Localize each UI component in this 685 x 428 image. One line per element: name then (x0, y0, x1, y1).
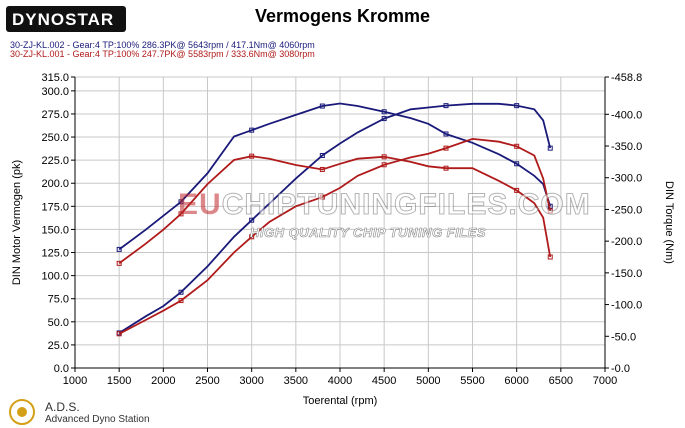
series-marker-4 (319, 166, 325, 172)
series-marker-3 (249, 234, 255, 240)
series-marker-4 (249, 153, 255, 159)
x-tick-label: 4000 (328, 375, 352, 387)
y-tick-label: 275.0 (41, 109, 69, 121)
series-marker-4 (443, 165, 449, 171)
chart-title: Vermogens Kromme (254, 6, 431, 26)
y-tick-label: 200.0 (41, 178, 69, 190)
series-line-1 (118, 102, 552, 334)
series-line-3 (118, 137, 552, 335)
series-line-2 (118, 102, 552, 251)
series-marker-2 (116, 246, 122, 252)
watermark-main: EUCHIPTUNINGFILES.COM (178, 188, 591, 222)
logo-text: DYNOSTAR (12, 10, 115, 29)
series-marker-1 (319, 153, 325, 159)
watermark-rest: CHIPTUNINGFILES.COM (221, 188, 591, 222)
series-marker-2 (514, 161, 520, 167)
x-tick-label: 1000 (63, 375, 87, 387)
series-marker-3 (178, 298, 184, 304)
series-marker-1 (443, 103, 449, 109)
y2-tick-label: -250.0 (611, 204, 642, 216)
series-marker-1 (178, 289, 184, 295)
y-tick-label: 150.0 (41, 224, 69, 236)
y-tick-label: 175.0 (41, 201, 69, 213)
y-tick-label: 300.0 (41, 86, 69, 98)
series-line-4 (118, 155, 552, 265)
dynostar-logo: DYNOSTAR (6, 6, 126, 32)
series-marker-2 (443, 131, 449, 137)
x-tick-label: 3000 (239, 375, 263, 387)
series-marker-3 (514, 143, 520, 149)
x-tick-label: 5500 (460, 375, 484, 387)
x-tick-label: 6000 (504, 375, 528, 387)
y-tick-label: 315.0 (41, 72, 69, 84)
y-tick-label: 75.0 (48, 294, 69, 306)
y2-tick-label: -50.0 (611, 331, 636, 343)
series-marker-4 (381, 154, 387, 160)
series-marker-1 (249, 217, 255, 223)
series-marker-2 (319, 103, 325, 109)
series-marker-1 (514, 103, 520, 109)
series-marker-2 (381, 109, 387, 115)
y-tick-label: 25.0 (48, 340, 69, 352)
footer-subtitle: Advanced Dyno Station (45, 414, 150, 425)
x-tick-label: 6500 (549, 375, 573, 387)
x-tick-label: 5000 (416, 375, 440, 387)
series-marker-3 (116, 331, 122, 337)
x-tick-label: 2500 (195, 375, 219, 387)
watermark-eu: EU (178, 188, 222, 221)
x-axis-label: Toerental (rpm) (303, 395, 378, 407)
y2-tick-label: -150.0 (611, 268, 642, 280)
y-axis-label: DIN Motor Vermogen (pk) (11, 160, 23, 285)
series-marker-3 (443, 145, 449, 151)
y-tick-label: 0.0 (54, 363, 69, 375)
series-marker-4 (547, 254, 553, 260)
series-marker-4 (514, 187, 520, 193)
footer-brand: A.D.S. (45, 400, 80, 414)
y2-tick-label: -458.8 (611, 72, 642, 84)
y2-tick-label: -200.0 (611, 236, 642, 248)
y2-tick-label: -400.0 (611, 109, 642, 121)
series-marker-2 (178, 199, 184, 205)
y-tick-label: 225.0 (41, 155, 69, 167)
x-tick-label: 2000 (151, 375, 175, 387)
y2-axis-label: DIN Torque (Nm) (663, 181, 675, 264)
x-tick-label: 1500 (107, 375, 131, 387)
ads-icon (9, 399, 35, 425)
series-marker-2 (249, 127, 255, 133)
y-tick-label: 100.0 (41, 271, 69, 283)
y2-tick-label: -300.0 (611, 173, 642, 185)
series-marker-1 (381, 116, 387, 122)
series-marker-3 (547, 208, 553, 214)
series-marker-4 (116, 260, 122, 266)
series-marker-3 (319, 194, 325, 200)
y-tick-label: 250.0 (41, 132, 69, 144)
y2-tick-label: -100.0 (611, 300, 642, 312)
x-tick-label: 7000 (593, 375, 617, 387)
x-tick-label: 3500 (284, 375, 308, 387)
x-tick-label: 4500 (372, 375, 396, 387)
run-legend-2: 30-ZJ-KL.001 - Gear:4 TP:100% 247.7PK@ 5… (10, 49, 315, 59)
y2-tick-label: -350.0 (611, 141, 642, 153)
series-marker-3 (381, 162, 387, 168)
run-legend-1: 30-ZJ-KL.002 - Gear:4 TP:100% 286.3PK@ 5… (10, 40, 315, 50)
series-marker-4 (178, 211, 184, 217)
series-marker-1 (547, 145, 553, 151)
y-tick-label: 50.0 (48, 317, 69, 329)
y2-tick-label: -0.0 (611, 363, 630, 375)
y-tick-label: 125.0 (41, 248, 69, 260)
watermark-sub: HIGH QUALITY CHIP TUNING FILES (250, 225, 487, 241)
